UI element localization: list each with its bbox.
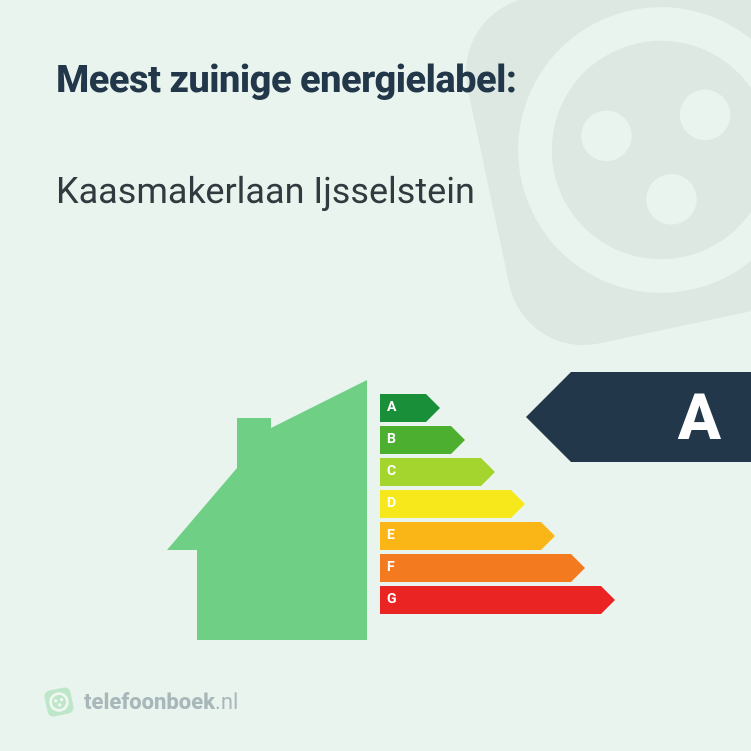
energy-bar-shape (380, 554, 585, 582)
energy-bar-shape (380, 458, 495, 486)
footer-brand-bold: telefoonboek (84, 690, 215, 715)
energy-bar-label: A (387, 399, 396, 415)
heading: Meest zuinige energielabel: (56, 58, 516, 102)
energy-bar-shape (380, 490, 525, 518)
energy-bar-label: D (387, 495, 396, 511)
energy-bar-label: G (387, 591, 397, 607)
rating-letter: A (678, 380, 721, 455)
rating-callout: A (526, 372, 751, 462)
energy-label-card: Meest zuinige energielabel: Kaasmakerlaa… (0, 0, 751, 751)
energy-bar-shape (380, 522, 555, 550)
energy-bar-shape (380, 586, 615, 614)
house-icon (167, 380, 367, 640)
energy-bar-label: C (387, 463, 396, 479)
footer-brand: telefoonboek.nl (44, 687, 238, 717)
footer-text: telefoonboek.nl (84, 690, 238, 715)
footer-logo-icon (41, 684, 77, 720)
energy-bar-label: F (387, 559, 395, 575)
energy-bar-label: E (387, 527, 395, 543)
footer-brand-thin: .nl (215, 690, 238, 715)
location-name: Kaasmakerlaan Ijsselstein (56, 170, 475, 212)
energy-bar-label: B (387, 431, 396, 447)
